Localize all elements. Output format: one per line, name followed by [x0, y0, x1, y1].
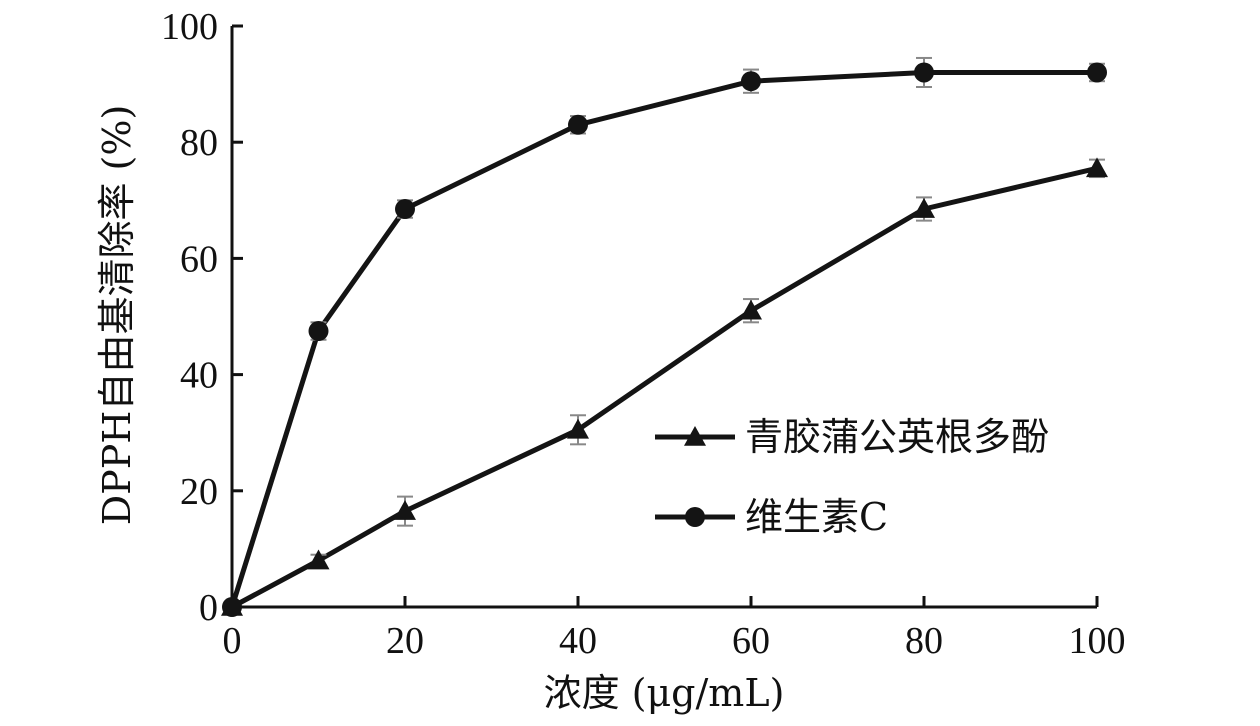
x-tick-label: 40 — [559, 620, 597, 662]
data-point-circle — [308, 321, 329, 342]
y-tick-label: 100 — [161, 6, 218, 48]
data-point-triangle — [1086, 157, 1108, 178]
legend-marker-triangle — [684, 426, 706, 446]
data-point-circle — [914, 62, 934, 83]
x-tick-label: 80 — [905, 620, 943, 662]
data-point-circle — [222, 597, 242, 617]
legend-marker-circle — [685, 507, 705, 527]
series-line — [229, 70, 1097, 608]
axes — [230, 26, 1097, 609]
x-tick-label: 0 — [223, 620, 242, 662]
series-line — [230, 165, 1098, 610]
y-tick-label: 0 — [199, 587, 218, 629]
x-tick-label: 60 — [732, 620, 770, 662]
data-point-triangle — [307, 549, 330, 570]
x-tick-label: 100 — [1069, 620, 1126, 662]
y-tick-label: 40 — [180, 355, 218, 397]
data-point-triangle — [913, 198, 935, 218]
y-tick-label: 60 — [180, 238, 218, 280]
x-tick-label: 20 — [386, 620, 424, 662]
data-point-circle — [395, 199, 415, 220]
data-point-circle — [741, 71, 761, 92]
y-tick-label: 80 — [180, 122, 218, 164]
tick-labels: 0 20 40 60 80 100 0 20 40 60 80 100 — [161, 6, 1126, 662]
series-group — [222, 56, 1107, 617]
data-point-circle — [568, 114, 588, 135]
legend-item: 维生素C — [655, 495, 888, 539]
y-tick-label: 20 — [180, 471, 218, 513]
legend-label: 青胶蒲公英根多酚 — [745, 415, 1049, 459]
legend-label: 维生素C — [745, 495, 888, 539]
legend-item: 青胶蒲公英根多酚 — [655, 415, 1049, 459]
series-group — [221, 157, 1108, 616]
data-point-circle — [1087, 62, 1107, 83]
y-axis-title: DPPH自由基清除率 (%) — [95, 105, 139, 526]
series-layer — [221, 56, 1108, 617]
data-point-triangle — [567, 418, 589, 439]
tick-marks — [230, 24, 1099, 609]
data-point-triangle — [394, 500, 416, 520]
x-axis-title: 浓度 (μg/mL) — [544, 671, 785, 715]
data-point-triangle — [740, 299, 762, 320]
